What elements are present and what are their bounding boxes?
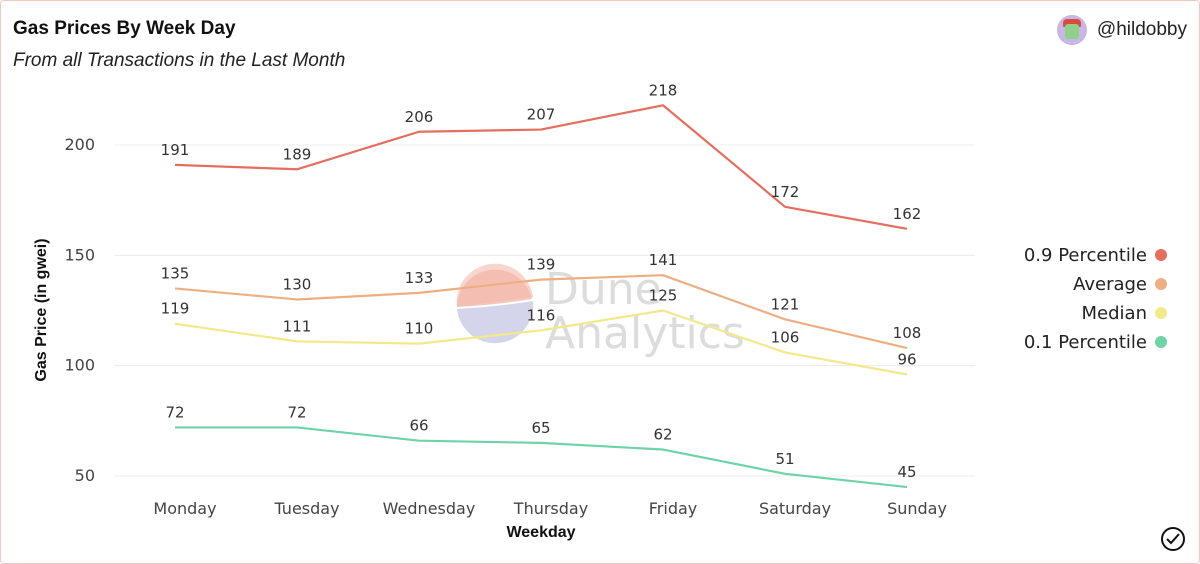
legend-marker-1 xyxy=(1155,278,1167,290)
data-label: 106 xyxy=(771,328,800,346)
author-username: @hildobby xyxy=(1096,19,1187,40)
y-tick-label: 150 xyxy=(64,245,95,264)
legend-marker-3 xyxy=(1155,336,1167,348)
chart-subtitle: From all Transactions in the Last Month xyxy=(13,50,346,71)
x-tick-label: Friday xyxy=(649,499,698,518)
avatar xyxy=(1056,15,1087,45)
y-axis-label: Gas Price (in gwei) xyxy=(33,238,50,381)
y-tick-label: 200 xyxy=(64,135,95,154)
series-line-0 xyxy=(174,104,908,230)
data-label: 125 xyxy=(649,287,678,305)
data-label: 141 xyxy=(649,251,678,269)
watermark-logo-upper xyxy=(457,269,532,307)
data-label: 110 xyxy=(405,320,434,338)
data-label: 51 xyxy=(775,450,794,468)
legend-marker-0 xyxy=(1155,249,1167,261)
data-label: 72 xyxy=(165,403,184,421)
data-label: 116 xyxy=(527,306,556,324)
check-circle-icon[interactable] xyxy=(1161,527,1185,551)
x-tick-label: Sunday xyxy=(887,499,947,518)
series-line-3 xyxy=(175,426,908,489)
data-label: 162 xyxy=(893,205,922,223)
x-tick-label: Monday xyxy=(153,499,216,518)
legend-label-1: Average xyxy=(1073,274,1147,295)
data-label: 65 xyxy=(531,419,550,437)
legend-label-0: 0.9 Percentile xyxy=(1024,245,1147,266)
x-tick-label: Wednesday xyxy=(383,499,476,518)
y-tick-label: 100 xyxy=(64,356,95,375)
x-tick-label: Thursday xyxy=(513,499,588,518)
data-label: 135 xyxy=(161,264,190,282)
data-label: 121 xyxy=(771,295,800,313)
data-label: 108 xyxy=(893,324,922,342)
author-badge[interactable]: @hildobby xyxy=(1056,15,1187,45)
data-label: 130 xyxy=(283,275,312,293)
x-tick-label: Tuesday xyxy=(273,499,339,518)
chart-title: Gas Prices By Week Day xyxy=(13,18,236,39)
data-label: 189 xyxy=(283,145,312,163)
data-label: 96 xyxy=(897,350,916,368)
legend-label-3: 0.1 Percentile xyxy=(1024,332,1147,353)
data-label: 206 xyxy=(405,108,434,126)
watermark-text-line2: Analytics xyxy=(545,308,745,359)
watermark-logo-lower xyxy=(457,301,534,344)
watermark-text-line1: Dune xyxy=(545,264,662,315)
data-label: 191 xyxy=(161,141,190,159)
data-label: 139 xyxy=(527,256,556,274)
y-tick-label: 50 xyxy=(75,466,95,485)
data-label: 111 xyxy=(283,317,312,335)
data-label: 133 xyxy=(405,269,434,287)
data-label: 45 xyxy=(897,463,916,481)
data-label: 172 xyxy=(771,183,800,201)
legend-label-2: Median xyxy=(1082,303,1147,324)
legend-marker-2 xyxy=(1155,307,1167,319)
series-line-2 xyxy=(174,309,908,376)
data-label: 207 xyxy=(527,106,556,124)
series-line-1 xyxy=(174,274,908,350)
x-axis-label: Weekday xyxy=(506,524,575,541)
data-label: 72 xyxy=(287,403,306,421)
x-tick-label: Saturday xyxy=(759,499,831,518)
data-label: 218 xyxy=(649,81,678,99)
data-label: 66 xyxy=(409,417,428,435)
data-label: 119 xyxy=(161,300,190,318)
data-label: 62 xyxy=(653,426,672,444)
